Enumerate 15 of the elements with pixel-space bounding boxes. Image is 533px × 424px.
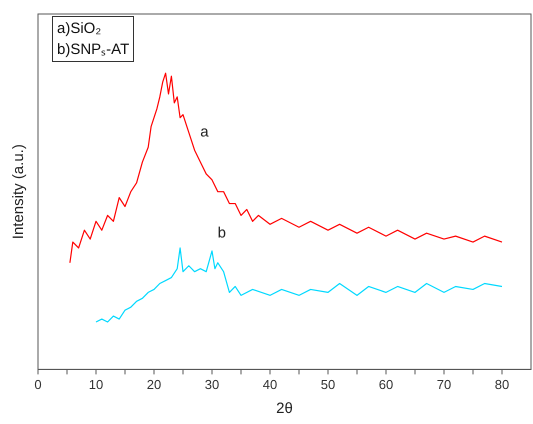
x-tick-label: 30	[204, 376, 220, 392]
x-axis-title: 2θ	[276, 400, 293, 418]
text: a)SiO₂	[57, 19, 102, 39]
x-tick-label: 40	[262, 376, 278, 392]
x-tick-label: 70	[436, 376, 452, 392]
y-axis-title: Intensity (a.u.)	[10, 144, 28, 240]
series-label: a	[200, 124, 210, 141]
x-tick-label: 80	[494, 376, 510, 392]
x-tick-label: 0	[34, 376, 42, 392]
x-tick-label: 10	[88, 376, 104, 392]
text: b)SNPₛ-AT	[57, 40, 130, 60]
x-tick-label: 20	[146, 376, 162, 392]
x-tick-label: 50	[320, 376, 336, 392]
x-tick-label: 60	[378, 376, 394, 392]
series-label: b	[218, 224, 226, 242]
